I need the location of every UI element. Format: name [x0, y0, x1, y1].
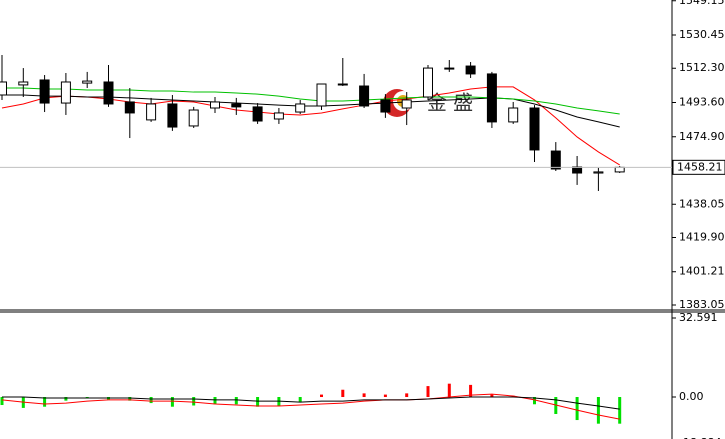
y-tick-label: 1438.05 — [679, 197, 725, 210]
candle-body — [316, 83, 327, 107]
candle-body — [18, 81, 29, 86]
histogram-bar — [469, 384, 473, 398]
histogram-bar — [256, 397, 260, 407]
candle-body — [614, 166, 625, 173]
candle-body — [252, 106, 263, 122]
y-tick-label: 1493.60 — [679, 96, 725, 109]
histogram-bar — [596, 397, 600, 424]
histogram-bar — [234, 397, 238, 405]
candle-body — [60, 81, 71, 104]
candle-body — [39, 79, 50, 104]
histogram-bar — [362, 393, 366, 398]
candle-body — [103, 81, 114, 105]
histogram-bar — [575, 397, 579, 421]
histogram-bar — [170, 397, 174, 407]
candle-body — [124, 101, 135, 114]
y-tick-label: 1419.90 — [679, 231, 725, 244]
candle-body — [486, 73, 497, 123]
current-price-box — [672, 159, 725, 175]
candle-body — [380, 99, 391, 113]
candle-body — [231, 103, 242, 108]
candle-body — [465, 65, 476, 75]
candle-body — [593, 171, 604, 174]
histogram-bar — [383, 394, 387, 398]
candle-body — [146, 103, 157, 121]
y-tick-label: -18.884 — [679, 436, 721, 439]
y-tick-label: 1512.30 — [679, 61, 725, 74]
histogram-bar — [213, 397, 217, 405]
candle-body — [273, 112, 284, 120]
histogram-bar — [405, 393, 409, 398]
histogram-bar — [0, 397, 4, 406]
candle-body — [444, 67, 455, 70]
current-price-label: 1458.21 — [677, 160, 723, 173]
candle-body — [423, 67, 433, 98]
y-tick-label: 1549.15 — [679, 0, 725, 7]
candle-body — [82, 80, 93, 84]
candle-body — [0, 81, 7, 96]
candle-body — [210, 101, 220, 109]
candle-body — [295, 103, 306, 113]
histogram-bar — [298, 397, 302, 402]
watermark: 金 盛 — [427, 91, 473, 115]
candle-body — [337, 83, 348, 86]
histogram-bar — [426, 386, 430, 398]
histogram-bar — [64, 397, 68, 401]
y-tick-label: 0.00 — [679, 390, 704, 403]
candle-body — [572, 166, 583, 174]
candle-body — [508, 107, 519, 123]
y-tick-label: 32.591 — [679, 311, 718, 324]
histogram-bar — [192, 397, 196, 406]
candle-body — [529, 107, 540, 151]
candle-body — [188, 109, 199, 127]
candle-body — [401, 99, 412, 109]
histogram-bar — [149, 397, 153, 404]
histogram-bar — [618, 397, 622, 424]
y-tick-label: 1383.05 — [679, 298, 725, 311]
histogram-bar — [447, 383, 451, 398]
y-tick-label: 1530.45 — [679, 28, 725, 41]
histogram-bar — [533, 397, 536, 405]
y-tick-label: 1401.21 — [679, 265, 725, 278]
histogram-bar — [43, 397, 47, 407]
histogram-bar — [128, 397, 132, 401]
histogram-bar — [320, 394, 323, 398]
histogram-bar — [490, 394, 494, 398]
line — [2, 396, 620, 410]
candle-body — [167, 103, 178, 128]
candle-body — [550, 150, 561, 170]
histogram-bar — [341, 389, 345, 398]
y-tick-label: 1474.90 — [679, 130, 725, 143]
candle-body — [359, 85, 370, 107]
